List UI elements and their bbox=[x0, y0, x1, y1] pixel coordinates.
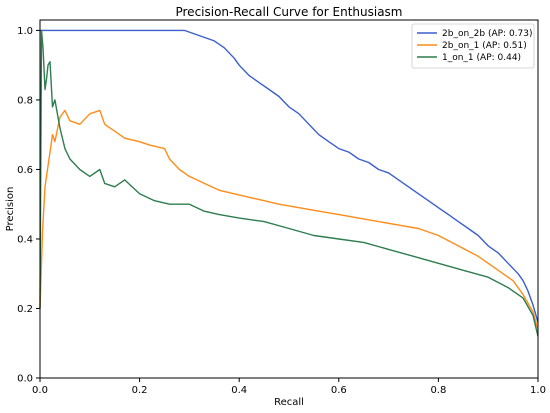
x-tick-label: 0.6 bbox=[331, 385, 347, 396]
x-tick-label: 0.4 bbox=[231, 385, 247, 396]
x-tick-label: 0.8 bbox=[430, 385, 446, 396]
legend-label: 2b_on_1 (AP: 0.51) bbox=[442, 41, 527, 51]
y-axis-ticks: 0.0 0.2 0.4 0.6 0.8 1.0 bbox=[17, 26, 40, 385]
series-line-2 bbox=[39, 29, 539, 337]
series-lines bbox=[39, 29, 539, 337]
x-tick-label: 0.2 bbox=[132, 385, 148, 396]
x-tick-label: 0.0 bbox=[32, 385, 48, 396]
series-line-1 bbox=[39, 109, 539, 330]
y-tick-label: 0.4 bbox=[17, 234, 33, 245]
chart-title: Precision-Recall Curve for Enthusiasm bbox=[175, 5, 402, 19]
x-tick-label: 1.0 bbox=[530, 385, 546, 396]
y-tick-label: 0.0 bbox=[17, 374, 33, 385]
legend-label: 1_on_1 (AP: 0.44) bbox=[442, 53, 521, 63]
legend: 2b_on_2b (AP: 0.73) 2b_on_1 (AP: 0.51) 1_o… bbox=[411, 23, 535, 69]
legend-label: 2b_on_2b (AP: 0.73) bbox=[442, 29, 533, 39]
y-axis-label: Precision bbox=[5, 187, 16, 232]
y-tick-label: 0.2 bbox=[17, 304, 33, 315]
plot-frame bbox=[39, 19, 539, 379]
series-line-0 bbox=[40, 29, 539, 323]
y-tick-label: 0.6 bbox=[17, 165, 33, 176]
y-tick-label: 1.0 bbox=[17, 26, 33, 37]
x-axis-ticks: 0.0 0.2 0.4 0.6 0.8 1.0 bbox=[32, 378, 546, 396]
legend-box bbox=[411, 23, 535, 69]
y-tick-label: 0.8 bbox=[17, 95, 33, 106]
x-axis-label: Recall bbox=[274, 397, 304, 408]
